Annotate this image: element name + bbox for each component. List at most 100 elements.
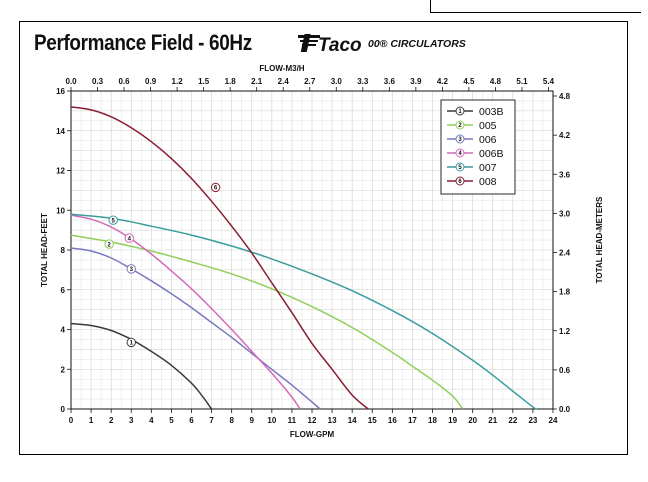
legend-marker: [455, 134, 465, 144]
legend-marker-label: 1: [458, 109, 462, 115]
header-subtitle: 00® CIRCULATORS: [368, 38, 466, 50]
x2-tick-label: 5.1: [516, 77, 528, 86]
series-line-005: [70, 234, 464, 410]
y2-axis-title: TOTAL HEAD-METERS: [595, 196, 604, 283]
series-line-008: [70, 106, 369, 410]
legend-entry: 006B: [479, 148, 504, 160]
chart-frame: [19, 21, 628, 455]
x-tick-label: 13: [328, 416, 337, 425]
x-tick-label: 2: [109, 416, 114, 425]
y2-tick-label: 2.4: [559, 249, 571, 258]
y2-tick-label: 0.0: [559, 405, 571, 414]
x-tick-label: 4: [149, 416, 154, 425]
callout-marker-2: [104, 239, 114, 249]
brand-name: Taco: [318, 35, 362, 54]
callout-marker-3: [126, 264, 136, 274]
legend-entry: 008: [479, 176, 497, 188]
x-tick-label: 17: [408, 416, 417, 425]
legend-marker: [455, 176, 465, 186]
legend-marker: [455, 162, 465, 172]
page-title: Performance Field - 60Hz: [34, 30, 252, 55]
x2-axis-title: FLOW-M3/H: [259, 64, 304, 73]
x-tick-label: 21: [488, 416, 497, 425]
y-tick-label: 6: [61, 286, 66, 295]
x2-tick-label: 2.4: [278, 77, 290, 86]
x-axis-title: FLOW-GPM: [290, 430, 335, 439]
series-line-006: [70, 247, 321, 410]
x2-tick-label: 3.9: [410, 77, 422, 86]
y2-tick-label: 1.2: [559, 327, 571, 336]
x2-tick-label: 3.3: [357, 77, 369, 86]
y2-tick-label: 3.6: [559, 170, 571, 179]
callout-label: 6: [214, 186, 218, 192]
legend-entry: 005: [479, 120, 497, 132]
legend-marker: [455, 106, 465, 116]
x-tick-label: 7: [209, 416, 214, 425]
legend-marker-label: 4: [458, 151, 462, 157]
callout-marker-6: [210, 182, 221, 193]
x-tick-label: 6: [189, 416, 194, 425]
taco-logo-icon: Taco: [298, 34, 362, 54]
legend-entry: 003B: [479, 106, 504, 118]
legend-marker-label: 6: [458, 179, 462, 185]
x-tick-label: 11: [288, 416, 297, 425]
callout-label: 1: [130, 341, 134, 347]
callout-label: 4: [128, 236, 132, 242]
y2-tick-label: 4.8: [559, 92, 571, 101]
x2-tick-label: 0.3: [92, 77, 104, 86]
y2-tick-label: 0.6: [559, 366, 571, 375]
y2-tick-label: 1.8: [559, 288, 571, 297]
y-tick-label: 8: [61, 246, 66, 255]
x-tick-label: 12: [308, 416, 317, 425]
legend-entry: 007: [479, 162, 497, 174]
x-tick-label: 8: [229, 416, 234, 425]
x2-tick-label: 4.8: [490, 77, 502, 86]
legend-box: [440, 99, 516, 195]
callout-label: 2: [107, 242, 111, 248]
x-tick-label: 18: [428, 416, 437, 425]
y-tick-label: 2: [61, 365, 66, 374]
x2-tick-label: 5.4: [543, 77, 555, 86]
series-line-003B: [70, 322, 213, 410]
callout-marker-5: [108, 215, 118, 225]
x-tick-label: 3: [129, 416, 134, 425]
x2-tick-label: 4.5: [463, 77, 475, 86]
x-tick-label: 23: [528, 416, 537, 425]
x2-tick-label: 2.7: [304, 77, 316, 86]
x-tick-label: 24: [549, 416, 558, 425]
legend-marker: [455, 148, 465, 158]
series-line-007: [70, 213, 538, 410]
x-tick-label: 1: [89, 416, 94, 425]
x2-tick-label: 0.0: [65, 77, 77, 86]
legend-marker-label: 3: [458, 137, 462, 143]
x-tick-label: 15: [368, 416, 377, 425]
y2-tick-label: 3.0: [559, 209, 571, 218]
legend-marker-label: 5: [458, 165, 462, 171]
legend-marker-label: 2: [458, 123, 462, 129]
x2-tick-label: 3.0: [331, 77, 343, 86]
y-tick-label: 0: [61, 405, 66, 414]
x-tick-label: 9: [250, 416, 255, 425]
y-axis-title: TOTAL HEAD-FEET: [40, 213, 49, 287]
legend-marker: [455, 120, 465, 130]
y-tick-label: 12: [56, 167, 65, 176]
y-tick-label: 16: [56, 87, 65, 96]
callout-label: 3: [130, 267, 134, 273]
x2-tick-label: 0.6: [118, 77, 130, 86]
series-line-006B: [70, 214, 301, 410]
top-edge-box: [430, 0, 641, 13]
x-tick-label: 20: [468, 416, 477, 425]
callout-marker-4: [124, 233, 134, 243]
y-tick-label: 14: [56, 127, 65, 136]
x-tick-label: 0: [69, 416, 74, 425]
x-tick-label: 16: [388, 416, 397, 425]
x-tick-label: 10: [267, 416, 276, 425]
x2-tick-label: 2.1: [251, 77, 263, 86]
x2-tick-label: 1.2: [172, 77, 184, 86]
callout-marker-1: [126, 337, 136, 348]
legend-entry: 006: [479, 134, 497, 146]
x-tick-label: 22: [508, 416, 517, 425]
y-tick-label: 10: [56, 206, 65, 215]
x-tick-label: 5: [169, 416, 174, 425]
